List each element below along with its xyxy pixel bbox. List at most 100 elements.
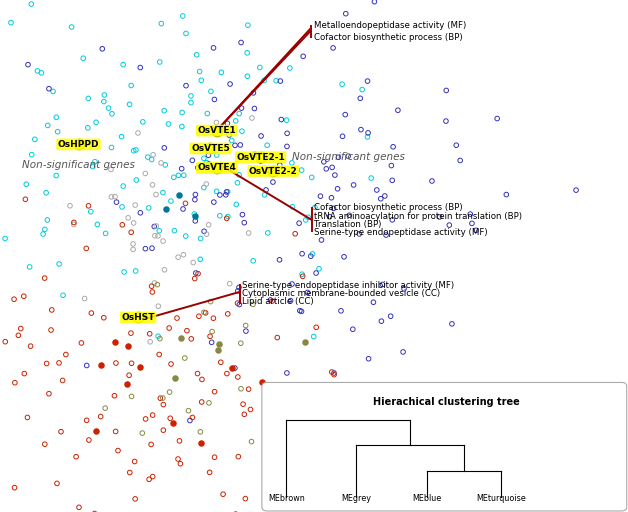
Point: [38, 230, 48, 238]
Point: [100, 404, 110, 412]
Point: [314, 265, 324, 273]
Point: [118, 182, 128, 190]
Point: [99, 97, 109, 105]
Point: [225, 280, 235, 288]
Point: [138, 118, 148, 126]
Text: Serine-type endopeptidase inhibitor activity (MF): Serine-type endopeptidase inhibitor acti…: [242, 281, 455, 290]
Point: [386, 161, 396, 169]
Point: [46, 326, 56, 334]
Point: [96, 360, 106, 369]
Point: [0, 337, 10, 346]
Point: [10, 378, 20, 387]
Point: [244, 385, 254, 393]
Point: [83, 124, 93, 132]
Point: [348, 325, 358, 333]
Point: [53, 127, 63, 136]
Point: [181, 81, 191, 90]
Point: [315, 192, 325, 200]
Point: [133, 313, 143, 322]
Point: [218, 490, 228, 498]
Text: OsVTE2-2: OsVTE2-2: [249, 166, 298, 176]
Point: [121, 314, 131, 323]
Point: [135, 63, 145, 72]
Point: [19, 292, 29, 301]
Point: [178, 171, 188, 179]
Text: MEblue: MEblue: [413, 494, 441, 503]
Point: [149, 222, 160, 230]
Point: [386, 312, 396, 321]
Point: [155, 334, 165, 343]
Point: [69, 218, 79, 226]
Point: [216, 68, 226, 76]
Point: [306, 252, 316, 260]
Point: [128, 240, 138, 248]
Point: [52, 479, 62, 487]
Point: [222, 214, 232, 222]
Point: [231, 200, 241, 208]
Point: [67, 23, 77, 31]
Point: [126, 359, 136, 367]
Point: [168, 419, 178, 428]
Point: [54, 359, 64, 367]
Point: [143, 153, 153, 161]
Point: [48, 88, 58, 96]
Point: [295, 307, 305, 315]
Point: [203, 151, 214, 159]
Point: [6, 18, 16, 27]
Point: [51, 113, 62, 121]
Point: [74, 503, 84, 511]
Point: [181, 29, 191, 37]
Point: [189, 210, 199, 218]
Point: [199, 154, 209, 162]
Point: [19, 370, 30, 378]
Text: tRNA aminoacylation for protein translation (BP): tRNA aminoacylation for protein translat…: [314, 211, 522, 221]
Point: [144, 204, 154, 212]
Point: [166, 360, 176, 368]
Point: [16, 325, 26, 333]
Point: [43, 121, 53, 130]
Point: [100, 229, 111, 238]
Point: [285, 64, 295, 72]
Point: [355, 94, 365, 102]
Point: [13, 331, 23, 339]
Point: [131, 267, 141, 275]
Point: [362, 77, 372, 85]
Point: [311, 269, 321, 277]
Point: [174, 190, 184, 199]
Point: [71, 453, 81, 461]
Point: [117, 221, 127, 229]
Point: [183, 407, 193, 415]
Point: [150, 231, 160, 240]
Text: Cofactor biosynthetic process (BP): Cofactor biosynthetic process (BP): [314, 33, 463, 42]
Point: [155, 394, 165, 402]
Point: [340, 111, 350, 119]
Point: [206, 87, 216, 95]
Point: [248, 257, 258, 265]
Point: [215, 191, 225, 199]
Point: [471, 226, 481, 234]
Point: [256, 157, 266, 165]
Point: [286, 296, 296, 305]
Point: [256, 132, 266, 140]
Point: [84, 436, 94, 444]
Point: [230, 510, 241, 512]
Point: [303, 213, 313, 221]
Point: [276, 115, 286, 123]
Point: [225, 80, 235, 88]
Point: [165, 414, 175, 422]
Point: [230, 117, 241, 125]
Point: [224, 131, 234, 139]
Point: [110, 193, 120, 201]
Point: [84, 202, 94, 210]
Point: [377, 281, 387, 289]
Point: [354, 230, 364, 238]
Point: [239, 219, 249, 227]
Point: [111, 198, 121, 206]
Point: [170, 227, 180, 235]
Point: [275, 161, 285, 169]
Point: [175, 460, 185, 468]
Text: Cytoplasmic membrane-bounded vesicle (CC): Cytoplasmic membrane-bounded vesicle (CC…: [242, 289, 440, 298]
Point: [295, 511, 305, 512]
Point: [146, 156, 156, 164]
Point: [364, 355, 374, 363]
